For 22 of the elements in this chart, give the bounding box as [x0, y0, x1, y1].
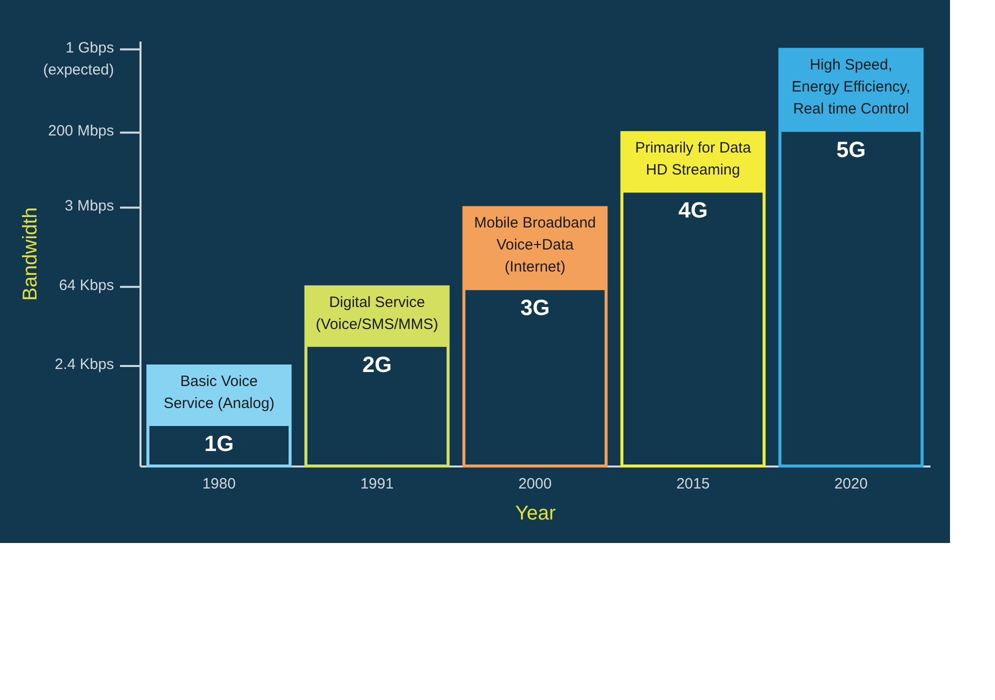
annotation: 2G — [362, 352, 392, 377]
annotation: 4G — [678, 198, 708, 223]
annotation: Basic Voice Service (Analog) — [164, 373, 274, 412]
annotation: Primarily for Data HD Streaming — [635, 140, 752, 179]
annotation: 1G — [204, 431, 234, 456]
annotation: 3G — [520, 295, 550, 320]
x-tick-label: 2020 — [834, 476, 868, 492]
text: 2.4 Kbps — [54, 356, 114, 373]
x-tick-label: 2015 — [676, 476, 710, 492]
annotation: Mobile Broadband Voice+Data (Internet) — [474, 214, 596, 276]
y-axis-title: Bandwidth — [20, 207, 42, 301]
annotation: 5G — [836, 136, 866, 162]
text: 200 Mbps — [48, 122, 114, 140]
x-tick-label: 1991 — [360, 476, 394, 492]
text: 3 Mbps — [64, 198, 114, 215]
x-tick-label: 1980 — [202, 476, 236, 492]
x-tick-label: 2000 — [518, 476, 552, 492]
annotation: Digital Service (Voice/SMS/MMS) — [316, 294, 438, 333]
x-axis-title: Year — [515, 502, 556, 524]
text: 1 Gbps (expected) — [43, 39, 114, 78]
text: 64 Kbps — [58, 276, 114, 294]
annotation: High Speed, Energy Efficiency, Real time Control — [792, 56, 910, 118]
